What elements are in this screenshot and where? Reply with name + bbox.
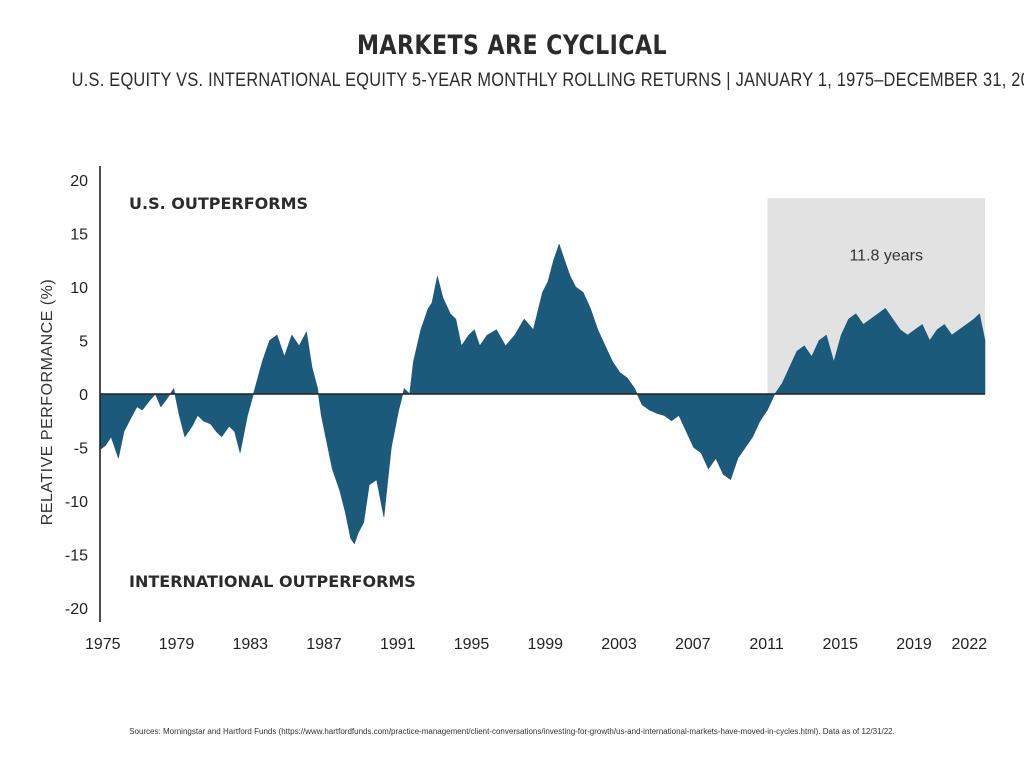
x-tick-label: 1999	[527, 636, 563, 653]
x-tick-label: 2007	[675, 636, 711, 653]
x-axis-ticks: 1975 1979 1983 1987 1991 1995 1999 2003 2007 2011…	[85, 636, 987, 653]
y-axis-ticks: 20 15 10 5 0 -5 -10 -15 -20	[65, 173, 88, 618]
y-tick-label: 20	[70, 173, 88, 190]
y-tick-label: 5	[79, 334, 88, 351]
y-tick-label: 0	[79, 387, 88, 404]
y-tick-label: -10	[65, 494, 88, 511]
x-tick-label: 1987	[306, 636, 342, 653]
y-tick-label: -5	[74, 441, 88, 458]
x-tick-label: 1983	[232, 636, 268, 653]
x-tick-label: 2022	[952, 636, 988, 653]
y-tick-label: 10	[70, 280, 88, 297]
y-tick-label: -15	[65, 548, 88, 565]
x-tick-label: 2015	[822, 636, 858, 653]
y-tick-label: 15	[70, 227, 88, 244]
x-tick-label: 1975	[85, 636, 121, 653]
x-tick-label: 1979	[159, 636, 195, 653]
shaded-period-annotation: 11.8 years	[849, 247, 923, 264]
us-outperforms-label: U.S. OUTPERFORMS	[129, 194, 308, 213]
y-axis-label: RELATIVE PERFORMANCE (%)	[39, 279, 56, 525]
chart-subtitle: U.S. EQUITY VS. INTERNATIONAL EQUITY 5-Y…	[71, 70, 1024, 91]
chart-title: MARKETS ARE CYCLICAL	[356, 30, 668, 61]
y-tick-label: -20	[65, 601, 88, 618]
sources-note: Sources: Morningstar and Hartford Funds …	[129, 727, 895, 736]
x-tick-label: 1995	[454, 636, 490, 653]
international-outperforms-label: INTERNATIONAL OUTPERFORMS	[129, 572, 416, 591]
x-tick-label: 2011	[749, 636, 784, 653]
x-tick-label: 2019	[896, 636, 932, 653]
x-tick-label: 1991	[380, 636, 416, 653]
x-tick-label: 2003	[601, 636, 637, 653]
